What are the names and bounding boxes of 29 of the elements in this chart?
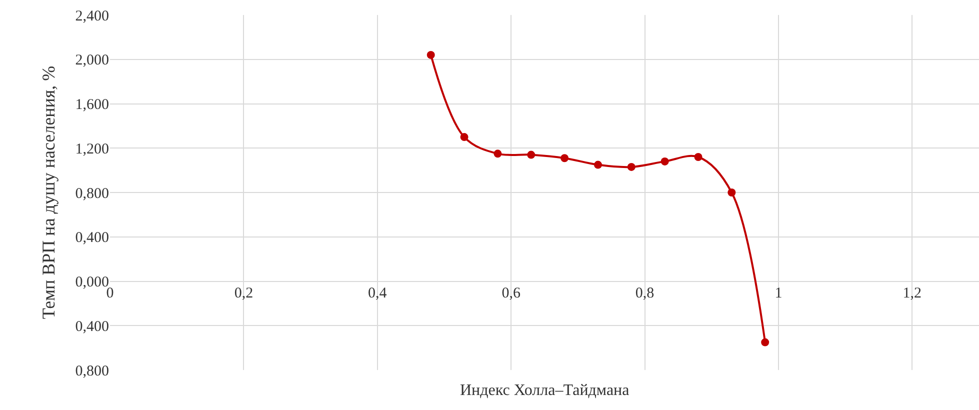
point <box>694 153 702 161</box>
x-tick-label: 0,4 <box>368 285 388 302</box>
y-tick-label: 0,800 <box>75 363 109 380</box>
y-tick-label: 0,400 <box>75 318 109 335</box>
x-tick-label: 0 <box>106 285 114 302</box>
point <box>660 157 669 166</box>
y-tick-label: 0,800 <box>75 186 109 202</box>
x-tick-label: 0,2 <box>234 285 254 302</box>
point <box>426 50 435 59</box>
point <box>527 150 536 159</box>
point <box>460 133 468 142</box>
y-tick-label: 1,200 <box>75 141 109 158</box>
y-axis-title: Темп ВРП на душу населения, % <box>38 66 58 320</box>
x-tick-label: 1 <box>774 285 782 302</box>
y-tick-label: 1,600 <box>75 97 109 113</box>
point <box>560 154 569 162</box>
x-axis-title: Индекс Холла–Тайдмана <box>460 382 630 399</box>
x-tick-label: 0,8 <box>635 285 654 302</box>
x-tick-label: 1,2 <box>902 285 922 302</box>
y-tick-label: 2,000 <box>75 52 109 69</box>
y-tick-label: 2,400 <box>75 8 109 24</box>
point <box>494 150 502 158</box>
y-tick-label: 0,000 <box>75 274 109 290</box>
point <box>594 160 602 169</box>
x-tick-label: 0,6 <box>502 285 521 302</box>
point <box>728 188 736 196</box>
point <box>761 338 770 346</box>
y-tick-label: 0,400 <box>75 230 109 246</box>
point <box>627 162 636 171</box>
